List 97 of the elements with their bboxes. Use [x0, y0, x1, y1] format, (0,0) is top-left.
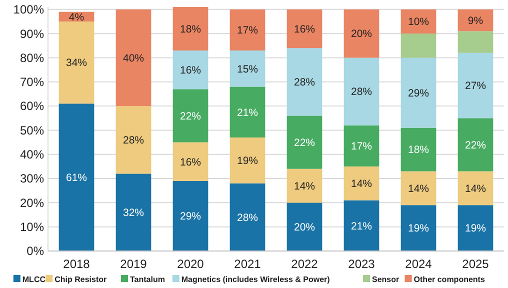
data-label: 28% — [294, 76, 316, 89]
data-label: 22% — [464, 139, 486, 152]
y-tick-label: 20% — [20, 196, 44, 210]
data-label: 18% — [408, 144, 430, 156]
y-tick-label: 100% — [13, 2, 44, 17]
bar — [58, 104, 94, 251]
x-tick-label: 2019 — [120, 257, 148, 271]
data-label: 28% — [350, 86, 372, 98]
data-label: 61% — [66, 172, 88, 184]
bar — [458, 31, 494, 53]
data-label: 14% — [408, 182, 430, 195]
data-label: 20% — [294, 222, 316, 234]
legend-label: Sensor — [372, 275, 400, 284]
bar — [230, 137, 266, 184]
data-label: 28% — [122, 134, 144, 147]
bar — [286, 168, 322, 203]
x-tick-label: 2021 — [234, 257, 262, 271]
data-label: 9% — [468, 14, 484, 27]
x-tick-label: 2023 — [348, 257, 376, 271]
data-label: 19% — [408, 222, 430, 235]
data-label: 17% — [350, 140, 372, 153]
data-label: 21% — [350, 220, 372, 232]
bar — [400, 128, 436, 172]
data-label: 17% — [236, 24, 258, 37]
bar — [286, 116, 322, 169]
x-tick-label: 2024 — [405, 257, 432, 271]
x-tick-label: 2018 — [63, 257, 90, 271]
bar — [344, 200, 380, 251]
data-label: 14% — [464, 182, 486, 195]
y-tick-label: 0% — [26, 244, 44, 258]
data-label: 16% — [180, 156, 202, 168]
bar — [400, 58, 436, 128]
bar — [230, 183, 266, 251]
legend-label: MLCC — [22, 275, 46, 284]
bar — [116, 9, 152, 106]
bar — [230, 9, 266, 50]
bar — [58, 21, 94, 104]
data-label: 16% — [294, 23, 316, 36]
bar — [458, 118, 494, 172]
y-tick-label: 80% — [20, 50, 44, 65]
x-tick-label: 2022 — [291, 257, 318, 271]
bar — [172, 142, 208, 181]
data-label: 21% — [236, 106, 258, 119]
data-label: 29% — [408, 87, 430, 100]
bar — [344, 58, 380, 126]
bar — [458, 205, 494, 251]
x-tick-label: 2020 — [177, 257, 204, 271]
data-label: 4% — [68, 11, 84, 24]
bar — [286, 202, 322, 251]
y-tick-label: 70% — [20, 75, 44, 90]
data-label: 27% — [464, 80, 486, 92]
bar — [400, 34, 436, 58]
bar — [172, 7, 208, 50]
data-label: 14% — [350, 178, 372, 190]
y-tick-label: 60% — [20, 99, 44, 114]
data-label: 10% — [408, 16, 430, 28]
bar — [230, 50, 266, 87]
legend-label: Other components — [414, 275, 486, 284]
data-label: 29% — [180, 210, 202, 223]
y-tick-label: 30% — [20, 172, 44, 186]
bar — [400, 205, 436, 251]
bar — [458, 52, 494, 118]
bar — [344, 166, 380, 200]
bar — [286, 48, 322, 116]
legend-label: Tantalum — [130, 275, 165, 284]
bar — [400, 171, 436, 206]
data-label: 16% — [180, 64, 202, 76]
data-label: 32% — [122, 207, 144, 220]
data-label: 20% — [350, 28, 372, 40]
bar — [172, 89, 208, 142]
y-tick-label: 90% — [20, 26, 44, 41]
data-label: 19% — [236, 155, 258, 168]
data-label: 34% — [66, 57, 88, 70]
data-label: 15% — [236, 63, 258, 76]
data-label: 19% — [464, 222, 486, 235]
legend-label: Magnetics (includes Wireless & Power) — [181, 275, 330, 284]
bar — [286, 9, 322, 48]
y-tick-label: 10% — [20, 220, 44, 234]
bar — [344, 125, 380, 166]
bar — [172, 180, 208, 251]
bar — [230, 86, 266, 138]
data-label: 22% — [180, 110, 202, 122]
x-tick-label: 2025 — [462, 257, 490, 271]
y-tick-label: 40% — [20, 148, 44, 162]
legend-label: Chip Resistor — [54, 275, 107, 284]
data-label: 14% — [294, 180, 316, 192]
data-label: 28% — [236, 212, 258, 224]
data-label: 18% — [180, 23, 202, 36]
data-label: 22% — [294, 136, 316, 149]
bar — [344, 9, 380, 58]
bar — [458, 9, 494, 32]
bar — [116, 106, 152, 174]
y-tick-label: 50% — [20, 123, 44, 138]
data-label: 40% — [122, 52, 144, 64]
bar — [458, 171, 494, 206]
bar — [172, 50, 208, 90]
bar — [116, 174, 152, 251]
